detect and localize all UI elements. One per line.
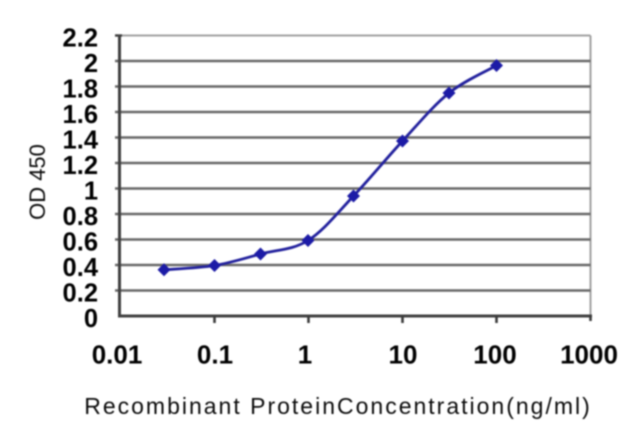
svg-text:0.2: 0.2 [63, 280, 98, 308]
svg-text:1.4: 1.4 [63, 127, 99, 155]
svg-text:1.2: 1.2 [63, 152, 98, 180]
svg-text:100: 100 [473, 340, 516, 370]
svg-text:Recombinant ProteinConcentrati: Recombinant ProteinConcentration(ng/ml) [84, 393, 592, 419]
svg-text:0: 0 [84, 305, 98, 333]
svg-text:OD 450: OD 450 [25, 144, 50, 220]
svg-text:1: 1 [84, 178, 98, 206]
svg-text:0.6: 0.6 [63, 229, 98, 257]
svg-text:0.01: 0.01 [92, 340, 143, 370]
svg-text:1.6: 1.6 [63, 101, 98, 129]
svg-text:1.8: 1.8 [63, 76, 98, 104]
svg-text:0.1: 0.1 [197, 340, 233, 370]
svg-text:1: 1 [298, 340, 312, 370]
svg-text:2: 2 [84, 50, 98, 78]
svg-text:0.4: 0.4 [63, 254, 99, 282]
svg-text:2.2: 2.2 [63, 25, 98, 53]
svg-text:0.8: 0.8 [63, 203, 98, 231]
svg-text:1000: 1000 [560, 340, 618, 370]
svg-text:10: 10 [389, 340, 418, 370]
